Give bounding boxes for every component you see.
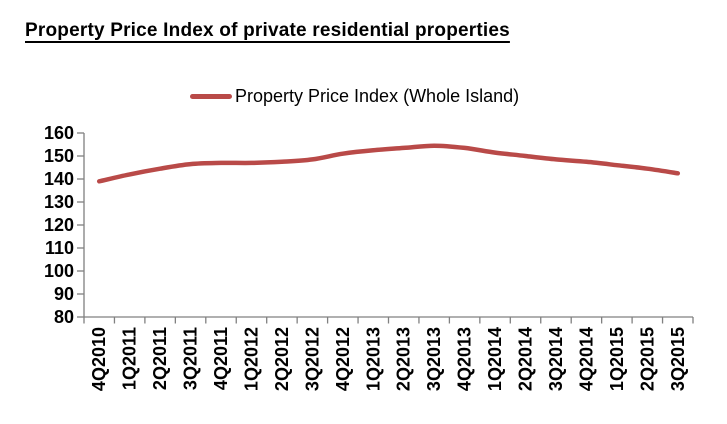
y-tick-label: 90	[54, 284, 74, 304]
x-tick-label: 4Q2014	[576, 327, 596, 391]
x-tick-label: 1Q2013	[363, 327, 383, 391]
x-tick-label: 3Q2011	[181, 327, 201, 390]
x-tick-label: 3Q2013	[424, 327, 444, 391]
x-tick-label: 3Q2014	[546, 327, 566, 391]
y-tick-label: 100	[44, 261, 74, 281]
x-axis-ticks: 4Q2010 1Q2011 2Q2011 3Q2011 4Q2011 1Q2012 2Q20…	[83, 317, 694, 391]
y-tick-label: 120	[44, 215, 74, 235]
x-tick-label: 2Q2011	[150, 327, 170, 390]
ppi-series-line	[96, 143, 681, 184]
x-tick-label: 4Q2011	[211, 327, 231, 390]
x-tick-label: 1Q2011	[120, 327, 140, 390]
x-tick-label: 1Q2015	[607, 327, 627, 391]
x-tick-label: 3Q2015	[668, 327, 688, 391]
legend-label: Property Price Index (Whole Island)	[235, 86, 520, 106]
legend-line-marker-icon	[190, 94, 232, 99]
legend: Property Price Index (Whole Island)	[190, 86, 519, 107]
y-tick-label: 80	[54, 307, 74, 327]
x-tick-label: 4Q2012	[333, 327, 353, 391]
x-tick-label: 1Q2012	[242, 327, 262, 391]
y-tick-label: 150	[44, 146, 74, 166]
y-tick-label: 160	[44, 123, 74, 143]
x-tick-label: 2Q2012	[272, 327, 292, 391]
axes	[83, 133, 693, 318]
x-tick-label: 2Q2013	[394, 327, 414, 391]
y-tick-label: 110	[45, 238, 74, 258]
x-tick-label: 2Q2015	[637, 327, 657, 391]
x-tick-label: 2Q2014	[516, 327, 536, 391]
y-tick-label: 140	[44, 169, 74, 189]
x-tick-label: 1Q2014	[485, 327, 505, 391]
chart-title: Property Price Index of private resident…	[25, 20, 510, 41]
x-tick-label: 4Q2010	[89, 327, 109, 391]
x-tick-label: 3Q2012	[302, 327, 322, 391]
y-tick-label: 130	[44, 192, 74, 212]
x-tick-label: 4Q2013	[455, 327, 475, 391]
y-axis-ticks: 80 90 100 110 120 130 140 150 160	[44, 123, 84, 327]
